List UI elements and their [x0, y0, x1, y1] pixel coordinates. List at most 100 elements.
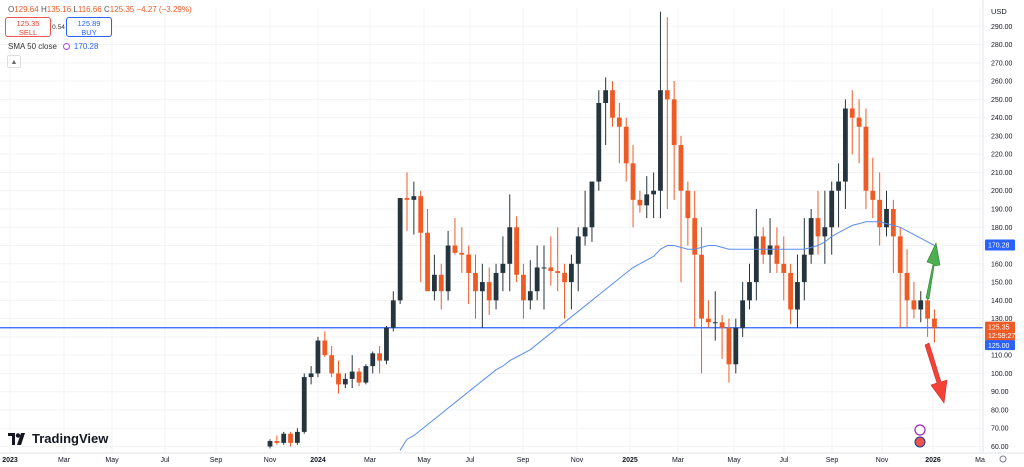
last-price-label-bg: [985, 321, 1015, 341]
candle-body: [534, 267, 540, 292]
price-tick-label: 190.00: [991, 206, 1013, 213]
high-label: H: [40, 5, 47, 14]
candle-body: [301, 377, 307, 432]
candle: [843, 99, 848, 209]
hline-price-label-bg: [985, 340, 1015, 351]
buy-price: 125.89: [77, 19, 101, 28]
candle-body: [308, 373, 314, 378]
candle-body: [473, 272, 478, 292]
candle: [486, 267, 492, 315]
price-tick-label: 70.00: [991, 426, 1009, 433]
candle: [644, 176, 650, 219]
buy-button[interactable]: 125.89 BUY: [66, 17, 112, 37]
candle-body: [575, 236, 581, 264]
close-label: C: [103, 5, 110, 14]
candle-body: [363, 366, 369, 383]
price-tick-label: 200.00: [991, 188, 1013, 195]
ohlc-legend: O129.64 H135.16 L116.66 C125.35 −4.27 (−…: [8, 5, 192, 14]
candle-body: [315, 340, 321, 374]
indicator-legend[interactable]: SMA 50 close 170.28: [8, 42, 98, 51]
price-tick-label: 250.00: [991, 97, 1013, 104]
annotation-arrows: [924, 242, 948, 404]
candle-body: [740, 300, 746, 328]
time-tick-label: Sep: [826, 457, 839, 464]
candle: [363, 364, 369, 385]
currency-label: USD: [991, 7, 1007, 16]
sell-label: SELL: [18, 28, 38, 37]
candle-body: [541, 267, 547, 269]
candle: [459, 227, 465, 273]
price-tick-label: 80.00: [991, 407, 1009, 414]
indicator-name: SMA 50 close: [8, 42, 57, 51]
candle-body: [644, 194, 650, 206]
chevron-up-icon[interactable]: ▲: [7, 55, 21, 68]
time-tick-label: May: [417, 457, 431, 464]
candle-body: [870, 190, 876, 200]
candle-body: [774, 245, 780, 264]
low-label: L: [73, 5, 78, 14]
candle-body: [452, 245, 458, 253]
candle: [671, 81, 677, 200]
candle-body: [370, 353, 376, 367]
candle-body: [849, 108, 855, 118]
candle-body: [589, 181, 595, 228]
candle-body: [342, 378, 348, 385]
candle-body: [726, 327, 732, 365]
candle-body: [664, 90, 670, 100]
sma-price-label: 170.28: [985, 239, 1015, 251]
time-tick-label: May: [105, 457, 119, 464]
event-lightning-icon[interactable]: [914, 424, 926, 436]
candle-body: [747, 282, 752, 301]
time-tick-label: Sep: [210, 457, 223, 464]
candle-body: [486, 282, 492, 301]
candle-body: [267, 441, 273, 447]
price-tick-label: 160.00: [991, 261, 1013, 268]
candle: [781, 236, 787, 301]
time-tick-label: Nov: [264, 457, 277, 464]
time-tick-label: 2025: [622, 457, 638, 464]
candle: [308, 366, 314, 385]
event-flag-icon[interactable]: [914, 436, 926, 448]
time-tick-label: 2026: [925, 457, 941, 464]
indicator-settings-icon[interactable]: [62, 43, 70, 50]
candle: [466, 245, 472, 304]
candle: [685, 181, 691, 246]
candle-body: [377, 353, 382, 361]
spread-value: 0.54: [52, 23, 65, 31]
candle-body: [753, 236, 759, 283]
candle: [637, 190, 643, 213]
candle: [342, 373, 348, 389]
sell-button[interactable]: 125.35 SELL: [5, 17, 51, 37]
price-axis: USD60.0070.0080.0090.00100.00110.00120.0…: [982, 0, 1013, 452]
candle-body: [432, 274, 437, 292]
candle: [884, 190, 889, 237]
candle-body: [384, 327, 389, 361]
candle-body: [521, 274, 526, 301]
last-price-label-text: 12:59:27: [988, 333, 1015, 340]
price-tick-label: 140.00: [991, 298, 1013, 305]
time-tick-label: Nov: [876, 457, 889, 464]
candle-body: [918, 300, 924, 310]
candle-body: [514, 227, 519, 275]
candle: [863, 108, 869, 209]
settings-icon[interactable]: [999, 455, 1007, 463]
trade-buttons: 125.35 SELL 0.54 125.89 BUY: [5, 17, 112, 37]
sma-price-label-text: 170.28: [988, 243, 1010, 250]
price-tick-label: 110.00: [991, 353, 1012, 360]
high-value: 135.16: [46, 5, 72, 14]
candle: [795, 254, 800, 328]
candle-body: [555, 271, 561, 273]
candle-body: [445, 245, 451, 292]
candle-body: [890, 208, 896, 237]
price-tick-label: 260.00: [991, 79, 1013, 86]
candle: [678, 135, 684, 283]
price-tick-label: 90.00: [991, 389, 1009, 396]
candle-body: [877, 199, 883, 228]
hline-price-label-text: 125.00: [988, 343, 1010, 350]
candle: [534, 245, 540, 301]
candle-body: [507, 227, 513, 264]
candle-body: [356, 371, 362, 383]
candle: [808, 208, 814, 264]
candle-body: [904, 272, 910, 301]
